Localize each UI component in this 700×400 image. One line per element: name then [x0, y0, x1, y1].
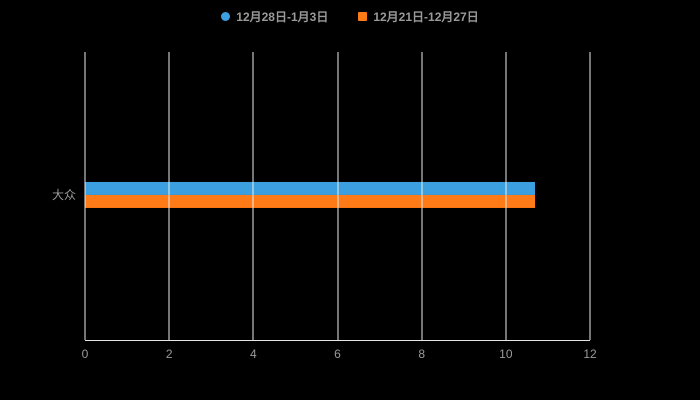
gridline [84, 52, 86, 340]
legend-label: 12月21日-12月27日 [373, 10, 479, 24]
x-tick-label: 2 [165, 347, 173, 361]
x-tick-label: 6 [334, 347, 341, 361]
gridline [252, 52, 254, 340]
x-tick-label: 12 [583, 347, 597, 361]
bar-series-1 [85, 194, 536, 208]
legend-label: 12月28日-1月3日 [236, 10, 329, 24]
gridline [505, 52, 507, 340]
gridline [421, 52, 423, 340]
x-tick-label: 10 [499, 347, 513, 361]
legend-square-marker-icon [358, 12, 368, 21]
gridline [589, 52, 591, 340]
x-tick-label: 4 [249, 347, 257, 361]
bar-series-0 [85, 181, 536, 195]
bar-group [85, 181, 590, 208]
plot-area: 大众 0 2 4 6 8 10 12 [52, 52, 597, 361]
legend-item-week-current[interactable]: 12月28日-1月3日 [221, 8, 328, 25]
gridline [337, 52, 338, 340]
x-tick-label: 0 [81, 347, 89, 361]
legend-circle-marker-icon [221, 12, 231, 21]
x-tick-label: 8 [418, 347, 425, 361]
category-label: 大众 [51, 188, 76, 203]
legend: 12月28日-1月3日 12月21日-12月27日 [0, 8, 700, 25]
gridline [168, 52, 170, 340]
legend-item-week-previous[interactable]: 12月21日-12月27日 [358, 8, 479, 25]
